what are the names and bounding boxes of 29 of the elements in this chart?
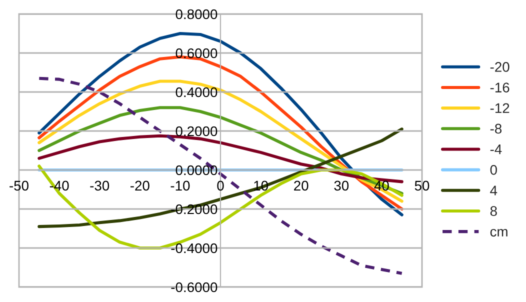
y-tick-label: -0.2000 (171, 204, 218, 214)
legend-label: -4 (490, 144, 502, 154)
line-series (38, 80, 404, 203)
legend-label: -16 (490, 82, 510, 92)
line-series (38, 32, 404, 216)
y-tick-label: 0.2000 (176, 126, 218, 136)
y-tick-label: -0.4000 (171, 243, 218, 254)
legend-label: 4 (490, 186, 498, 196)
legend-label: cm (490, 228, 508, 237)
legend-label: -12 (490, 103, 510, 113)
x-tick-label: -50 (10, 180, 28, 191)
x-tick-label: 50 (414, 180, 430, 191)
x-tick-label: -30 (90, 180, 110, 191)
y-tick-label: 0.8000 (176, 9, 218, 20)
x-tick-label: -10 (170, 180, 190, 191)
x-tick-label: -20 (130, 180, 150, 191)
legend-label: 0 (490, 164, 497, 175)
x-tick-label: 0 (217, 180, 224, 191)
x-tick-label: 20 (294, 180, 308, 191)
line-series (38, 128, 404, 228)
y-tick-label: 0.6000 (176, 48, 218, 58)
y-tick-label: 0.0000 (176, 165, 218, 176)
legend-label: -20 (490, 62, 510, 72)
x-tick-label: 30 (334, 180, 349, 191)
y-tick-label: 0.4000 (176, 87, 218, 98)
y-tick-label: -0.6000 (171, 282, 218, 292)
legend-label: 8 (490, 206, 497, 216)
line-series (38, 76, 404, 275)
legend-label: -8 (490, 124, 502, 134)
